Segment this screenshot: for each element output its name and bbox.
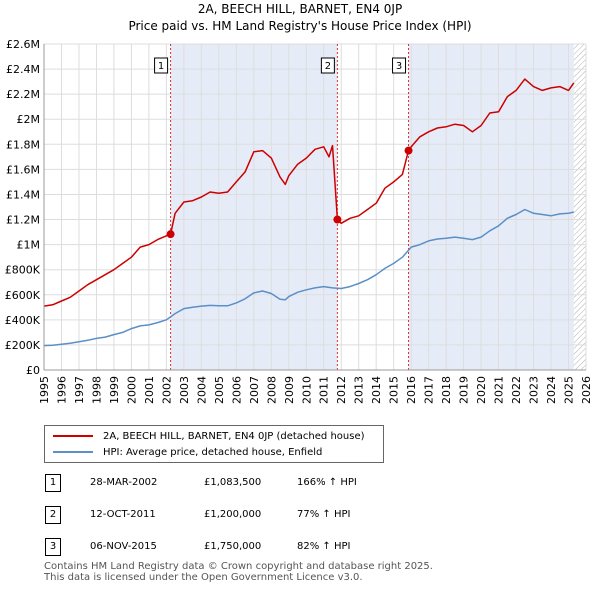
legend-label-hpi: HPI: Average price, detached house, Enfi… — [103, 446, 323, 458]
chart-legend: 2A, BEECH HILL, BARNET, EN4 0JP (detache… — [44, 425, 384, 463]
y-tick-label: £400K — [5, 314, 41, 327]
x-tick-label: 2012 — [335, 376, 348, 404]
y-tick-label: £2.2M — [6, 88, 40, 101]
sale-price: £1,200,000 — [204, 509, 262, 520]
x-tick-label: 2011 — [318, 376, 331, 404]
sale-label-text: 1 — [158, 61, 164, 72]
sale-point — [166, 230, 175, 239]
y-tick-label: £800K — [5, 264, 41, 277]
legend-swatch-price — [53, 435, 93, 437]
x-tick-label: 1998 — [90, 376, 103, 404]
x-tick-label: 2006 — [230, 376, 243, 404]
sale-number-badge: 3 — [45, 538, 61, 556]
y-tick-label: £2.4M — [6, 63, 40, 76]
x-tick-label: 2021 — [493, 376, 506, 404]
x-tick-label: 2004 — [195, 376, 208, 404]
sale-number-badge: 1 — [45, 474, 61, 492]
license-notice: This data is licensed under the Open Gov… — [44, 572, 363, 583]
sale-price: £1,750,000 — [204, 541, 262, 552]
x-tick-label: 2020 — [475, 376, 488, 404]
x-tick-label: 1995 — [38, 376, 51, 404]
sale-date: 06-NOV-2015 — [90, 541, 157, 552]
sale-hpi-change: 166% ↑ HPI — [297, 477, 357, 488]
y-tick-label: £1.6M — [6, 163, 40, 176]
y-tick-label: £1.8M — [6, 138, 40, 151]
copyright-notice: Contains HM Land Registry data © Crown c… — [44, 561, 433, 572]
sale-row: 3 06-NOV-2015 £1,750,000 82% ↑ HPI — [44, 538, 444, 570]
x-tick-label: 2026 — [580, 376, 593, 404]
x-tick-label: 1997 — [73, 376, 86, 404]
legend-item-price: 2A, BEECH HILL, BARNET, EN4 0JP (detache… — [53, 428, 365, 444]
y-tick-label: £2M — [17, 113, 41, 126]
sale-label-text: 3 — [396, 61, 402, 72]
x-tick-label: 2022 — [510, 376, 523, 404]
sale-row: 1 28-MAR-2002 £1,083,500 166% ↑ HPI — [44, 474, 444, 506]
x-tick-label: 1999 — [108, 376, 121, 404]
sale-label-box — [320, 57, 335, 74]
x-tick-label: 2016 — [405, 376, 418, 404]
x-tick-label: 2017 — [423, 376, 436, 404]
x-tick-label: 1996 — [55, 376, 68, 404]
x-tick-label: 2024 — [545, 376, 558, 404]
x-tick-label: 2018 — [440, 376, 453, 404]
chart-subtitle: Price paid vs. HM Land Registry's House … — [128, 19, 472, 33]
chart-title: 2A, BEECH HILL, BARNET, EN4 0JP — [197, 2, 403, 16]
x-tick-label: 2003 — [178, 376, 191, 404]
y-tick-label: £1.4M — [6, 188, 40, 201]
x-tick-label: 2000 — [125, 376, 138, 404]
y-tick-label: £0 — [26, 364, 40, 377]
hpi-line — [43, 208, 574, 347]
legend-swatch-hpi — [53, 451, 93, 453]
x-tick-label: 2007 — [248, 376, 261, 404]
sale-label-box — [154, 57, 169, 74]
x-tick-label: 2005 — [213, 376, 226, 404]
sale-date: 12-OCT-2011 — [90, 509, 156, 520]
y-tick-label: £1M — [17, 239, 41, 252]
sale-date: 28-MAR-2002 — [90, 477, 158, 488]
ownership-period-shade — [408, 44, 574, 370]
legend-label-price: 2A, BEECH HILL, BARNET, EN4 0JP (detache… — [103, 430, 365, 442]
x-tick-label: 2014 — [370, 376, 383, 404]
legend-item-hpi: HPI: Average price, detached house, Enfi… — [53, 444, 322, 460]
x-tick-label: 2010 — [300, 376, 313, 404]
sale-hpi-change: 77% ↑ HPI — [297, 509, 351, 520]
x-tick-label: 2015 — [388, 376, 401, 404]
sale-number-badge: 2 — [45, 506, 61, 524]
y-tick-label: £200K — [5, 339, 41, 352]
sale-row: 2 12-OCT-2011 £1,200,000 77% ↑ HPI — [44, 506, 444, 538]
sale-point — [333, 215, 342, 224]
x-tick-label: 2002 — [160, 376, 173, 404]
x-tick-label: 2009 — [283, 376, 296, 404]
y-tick-label: £2.6M — [6, 38, 40, 51]
x-tick-label: 2025 — [563, 376, 576, 404]
x-tick-label: 2008 — [265, 376, 278, 404]
x-tick-label: 2013 — [353, 376, 366, 404]
sale-label-text: 2 — [325, 61, 331, 72]
sales-table: 1 28-MAR-2002 £1,083,500 166% ↑ HPI 2 12… — [44, 474, 444, 570]
forecast-hatch — [573, 44, 586, 370]
x-tick-label: 2019 — [458, 376, 471, 404]
y-tick-label: £1.2M — [6, 214, 40, 227]
price-paid-line — [43, 78, 575, 307]
sale-price: £1,083,500 — [204, 477, 262, 488]
sale-label-box — [392, 57, 407, 74]
sale-point — [404, 146, 413, 155]
price-chart: 1 2 3 £0 £200K £400K £600K £800K £1M £1.2M £1.4M £… — [5, 38, 593, 404]
x-tick-label: 2001 — [143, 376, 156, 404]
sale-hpi-change: 82% ↑ HPI — [297, 541, 351, 552]
y-tick-label: £600K — [5, 289, 41, 302]
x-tick-label: 2023 — [528, 376, 541, 404]
